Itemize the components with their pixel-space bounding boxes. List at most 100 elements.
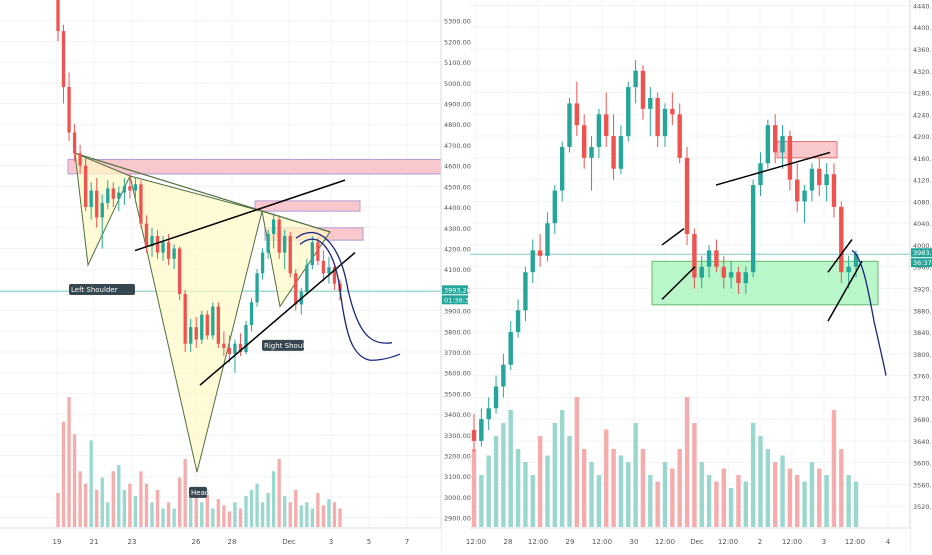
volume-bar bbox=[670, 468, 675, 527]
candle-body bbox=[772, 125, 778, 153]
x-tick-label: 30 bbox=[630, 538, 639, 546]
y-tick-label: 4160.0 bbox=[913, 155, 932, 163]
time-label: 36:37 bbox=[913, 259, 932, 267]
y-tick-label: 3800.0 bbox=[913, 351, 932, 359]
volume-bar bbox=[238, 508, 243, 527]
annotation-label-box bbox=[262, 339, 304, 351]
volume-bar bbox=[802, 481, 807, 527]
price-label: 3993.20 bbox=[444, 286, 471, 294]
volume-bar bbox=[604, 429, 609, 527]
volume-bar bbox=[189, 489, 193, 527]
candle-body bbox=[288, 236, 292, 274]
y-tick-label: 3640.0 bbox=[913, 438, 932, 446]
candle-body bbox=[211, 306, 215, 336]
volume-bar bbox=[846, 475, 851, 527]
candle-body bbox=[216, 306, 221, 344]
annotation-label: Right Shoulder bbox=[264, 342, 316, 350]
y-tick-label: 4360.0 bbox=[913, 46, 932, 54]
volume-bar bbox=[530, 475, 535, 527]
volume-bar bbox=[144, 483, 149, 527]
x-tick-label: 28 bbox=[228, 538, 237, 546]
volume-bar bbox=[684, 397, 690, 527]
y-tick-label: 3800.00 bbox=[444, 328, 471, 336]
volume-bar bbox=[172, 508, 176, 527]
candle-body bbox=[67, 86, 71, 133]
candle-body bbox=[277, 219, 281, 253]
volume-bar bbox=[611, 449, 616, 527]
y-tick-label: 4400.0 bbox=[913, 24, 932, 32]
volume-bar bbox=[662, 462, 668, 527]
x-tick-label: 23 bbox=[128, 538, 137, 546]
forecast-path bbox=[295, 232, 393, 344]
y-tick-label: 5000.00 bbox=[444, 80, 471, 88]
candle-body bbox=[332, 267, 337, 284]
y-tick-label: 4200.0 bbox=[913, 133, 932, 141]
candle-body bbox=[89, 190, 93, 208]
volume-bar bbox=[271, 471, 276, 527]
volume-bar bbox=[299, 505, 303, 527]
volume-bar bbox=[581, 449, 587, 527]
candle-body bbox=[155, 236, 160, 253]
volume-bar bbox=[316, 492, 320, 527]
candle-body bbox=[596, 114, 602, 147]
candle-body bbox=[100, 202, 104, 218]
volume-bar bbox=[824, 475, 829, 527]
candle-body bbox=[523, 272, 528, 311]
price-label: 3983.0 bbox=[913, 249, 932, 257]
volume-bar bbox=[839, 449, 844, 527]
candle-body bbox=[271, 219, 276, 234]
candle-body bbox=[501, 364, 506, 387]
y-tick-label: 4700.00 bbox=[444, 142, 471, 150]
volume-bar bbox=[486, 455, 491, 527]
volume-bar bbox=[61, 421, 66, 527]
candle-body bbox=[640, 70, 646, 109]
volume-bar bbox=[128, 483, 132, 527]
candle-body bbox=[677, 114, 682, 158]
candle-body bbox=[545, 223, 550, 256]
candle-body bbox=[699, 266, 704, 278]
candle-body bbox=[249, 302, 254, 326]
y-tick-label: 4280.0 bbox=[913, 90, 932, 98]
y-tick-label: 3680.0 bbox=[913, 416, 932, 424]
candle-body bbox=[172, 248, 176, 259]
y-tick-label: 4040.0 bbox=[913, 220, 932, 228]
y-tick-label: 3600.00 bbox=[444, 370, 471, 378]
volume-bar bbox=[200, 502, 204, 527]
y-tick-label: 3720.0 bbox=[913, 394, 932, 402]
volume-bar bbox=[183, 458, 187, 527]
candle-body bbox=[758, 163, 763, 186]
x-tick-label: 19 bbox=[53, 538, 62, 546]
volume-bar bbox=[83, 483, 88, 527]
candle-body bbox=[111, 188, 115, 199]
x-tick-label: Dec bbox=[690, 538, 704, 546]
time-label-box bbox=[911, 258, 932, 268]
candle-body bbox=[839, 206, 844, 273]
candle-body bbox=[183, 294, 187, 344]
y-tick-label: 4100.00 bbox=[444, 266, 471, 274]
candle-body bbox=[486, 408, 491, 420]
y-tick-label: 4240.0 bbox=[913, 111, 932, 119]
y-tick-label: 5300.00 bbox=[444, 18, 471, 26]
candle-body bbox=[706, 250, 712, 267]
candle-body bbox=[471, 430, 477, 441]
volume-bar bbox=[523, 462, 528, 527]
candle-body bbox=[244, 325, 248, 352]
candle-body bbox=[537, 250, 543, 256]
volume-bar bbox=[338, 508, 342, 527]
volume-bar bbox=[244, 496, 248, 527]
volume-bar bbox=[260, 502, 265, 527]
volume-bar bbox=[266, 492, 270, 527]
candle-body bbox=[72, 132, 77, 154]
candle-body bbox=[714, 250, 719, 267]
volume-bar bbox=[515, 449, 521, 527]
candle-body bbox=[493, 386, 499, 409]
candle-body bbox=[166, 242, 171, 259]
volume-bar bbox=[155, 489, 160, 527]
time-label: 01:36:37 bbox=[444, 296, 473, 304]
volume-bar bbox=[699, 462, 704, 527]
y-tick-label: 5200.00 bbox=[444, 38, 471, 46]
candle-body bbox=[106, 188, 110, 203]
chart-panel-right: 3520.0 3560.0 3600.0 3640.0 3680.0 3720.0 3760… bbox=[466, 0, 932, 550]
y-axis-background bbox=[441, 0, 468, 550]
candle-body bbox=[316, 242, 320, 261]
